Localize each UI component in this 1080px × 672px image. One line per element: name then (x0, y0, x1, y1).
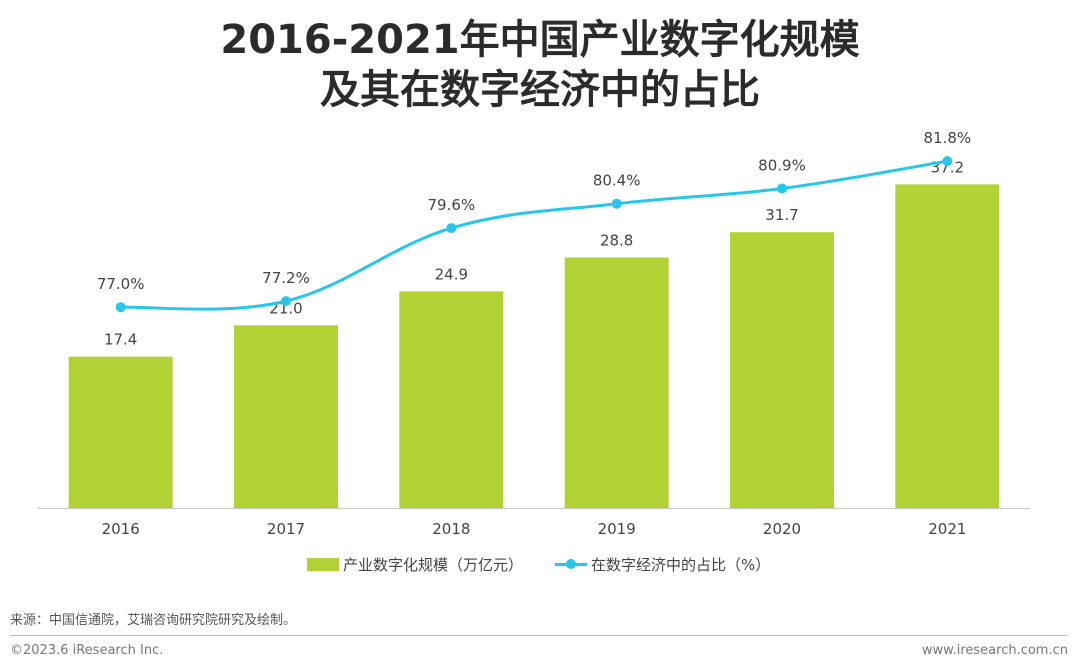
legend-bar-swatch (307, 557, 339, 571)
share-point-2018 (446, 223, 457, 234)
x-tick-2021: 2021 (928, 520, 966, 538)
legend-item-scale: 产业数字化规模（万亿元） (307, 552, 523, 576)
bar-2020 (730, 232, 834, 508)
legend-line-swatch (555, 558, 587, 571)
x-tick-2019: 2019 (598, 520, 636, 538)
x-tick-2016: 2016 (102, 520, 140, 538)
share-point-2016 (115, 302, 126, 313)
bar-label-2018: 24.9 (435, 265, 468, 283)
bar-2017 (234, 325, 338, 508)
share-label-2019: 80.4% (593, 172, 641, 190)
bar-2018 (399, 291, 504, 508)
chart-canvas: 17.4201621.0201724.9201828.8201931.72020… (38, 129, 1030, 538)
legend-item-share: 在数字经济中的占比（%） (555, 552, 770, 576)
source-note: 来源：中国信通院，艾瑞咨询研究院研究及绘制。 (10, 613, 297, 628)
chart-title-line2: 及其在数字经济中的占比 (320, 67, 760, 113)
legend-label-scale: 产业数字化规模（万亿元） (343, 555, 524, 574)
website-link[interactable]: www.iresearch.com.cn (921, 643, 1068, 658)
bar-label-2016: 17.4 (104, 331, 137, 349)
bar-2021 (895, 184, 1000, 509)
share-label-2017: 77.2% (262, 269, 310, 287)
share-label-2020: 80.9% (758, 156, 806, 174)
x-tick-2018: 2018 (432, 520, 470, 538)
share-line (120, 159, 948, 311)
copyright-text: ©2023.6 iResearch Inc. (10, 643, 164, 658)
legend-label-share: 在数字经济中的占比（%） (591, 555, 771, 574)
bar-label-2019: 28.8 (600, 231, 633, 249)
bar-label-2020: 31.7 (765, 206, 798, 224)
legend: 产业数字化规模（万亿元） 在数字经济中的占比（%） (0, 552, 1080, 576)
share-label-2018: 79.6% (428, 196, 476, 214)
share-point-2020 (777, 183, 787, 194)
bar-2016 (68, 356, 173, 508)
share-label-2016: 77.0% (97, 275, 145, 293)
share-point-2021 (942, 156, 953, 167)
x-tick-2017: 2017 (267, 520, 305, 538)
share-label-2021: 81.8% (924, 129, 972, 147)
share-point-2019 (611, 198, 622, 209)
chart-title-line1: 2016-2021年中国产业数字化规模 (220, 17, 860, 63)
bar-2019 (564, 257, 669, 508)
x-tick-2020: 2020 (763, 520, 801, 538)
footer-divider (10, 635, 1068, 636)
share-point-2017 (281, 296, 291, 307)
